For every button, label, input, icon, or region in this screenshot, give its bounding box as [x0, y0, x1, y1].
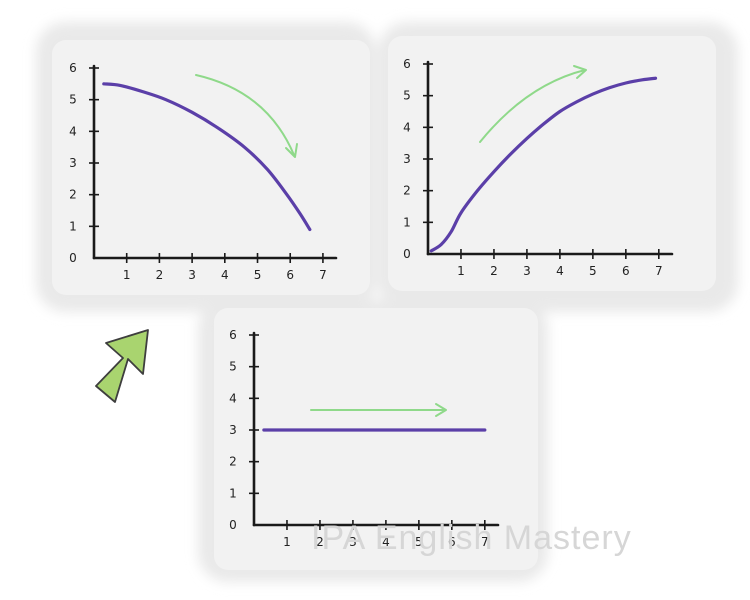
y-tick-label: 4 [403, 120, 411, 134]
y-tick-label: 3 [69, 156, 77, 170]
x-tick-label: 1 [123, 268, 131, 282]
y-tick-label: 6 [69, 61, 77, 75]
x-tick-label: 3 [188, 268, 196, 282]
chart-increasing: 1 2 3 4 5 6 7 0 1 2 3 4 5 6 [388, 36, 716, 291]
x-tick-label: 5 [589, 264, 597, 278]
y-tick-label: 2 [229, 455, 237, 469]
trend-arrow-up-right [479, 69, 586, 143]
y-tick-label: 1 [403, 215, 411, 229]
y-tick-label: 5 [229, 360, 237, 374]
x-tick-label: 4 [556, 264, 564, 278]
y-tick-label: 0 [403, 247, 411, 261]
watermark: IPA English Mastery [311, 519, 632, 557]
chart-panel [52, 40, 370, 295]
series-line [102, 82, 312, 232]
y-tick-label: 5 [403, 89, 411, 103]
x-tick-label: 5 [415, 535, 423, 549]
x-tick-label: 4 [221, 268, 229, 282]
y-tick-label: 0 [69, 251, 77, 265]
trend-arrow-down-right [195, 74, 295, 156]
trend-arrow-down-right-head [285, 143, 298, 158]
x-tick-label: 7 [655, 264, 663, 278]
x-tick-label: 3 [523, 264, 531, 278]
x-tick-label: 4 [382, 535, 390, 549]
y-tick-label: 4 [69, 124, 77, 138]
x-tick-label: 3 [349, 535, 357, 549]
x-tick-label: 1 [457, 264, 465, 278]
y-tick-label: 3 [403, 152, 411, 166]
x-tick-label: 7 [481, 535, 489, 549]
big-arrow [95, 329, 149, 403]
x-tick-label: 2 [490, 264, 498, 278]
x-tick-label: 6 [286, 268, 294, 282]
x-tick-label: 1 [283, 535, 291, 549]
y-tick-label: 1 [229, 486, 237, 500]
y-tick-label: 2 [69, 188, 77, 202]
chart-constant: 1 2 3 4 5 6 7 0 1 2 3 4 5 6 [214, 308, 538, 570]
chart-panel [214, 308, 538, 570]
y-tick-label: 5 [69, 93, 77, 107]
trend-arrow-up-right-head [573, 65, 587, 79]
x-tick-label: 6 [448, 535, 456, 549]
chart-panel [388, 36, 716, 291]
trend-arrow-right-head [435, 403, 447, 417]
trend-arrows [195, 65, 587, 417]
x-tick-label: 2 [156, 268, 164, 282]
y-tick-label: 4 [229, 391, 237, 405]
y-tick-label: 2 [403, 184, 411, 198]
chart-decreasing: 1 2 3 4 5 6 7 0 1 2 3 4 5 6 [52, 40, 370, 295]
x-tick-label: 2 [316, 535, 324, 549]
x-tick-label: 6 [622, 264, 630, 278]
y-tick-label: 3 [229, 423, 237, 437]
series-line [429, 76, 658, 253]
y-tick-label: 6 [229, 328, 237, 342]
big-arrow-icon [95, 329, 149, 403]
y-tick-label: 1 [69, 219, 77, 233]
y-tick-label: 0 [229, 518, 237, 532]
x-tick-label: 7 [319, 268, 327, 282]
x-tick-label: 5 [254, 268, 262, 282]
y-tick-label: 6 [403, 57, 411, 71]
